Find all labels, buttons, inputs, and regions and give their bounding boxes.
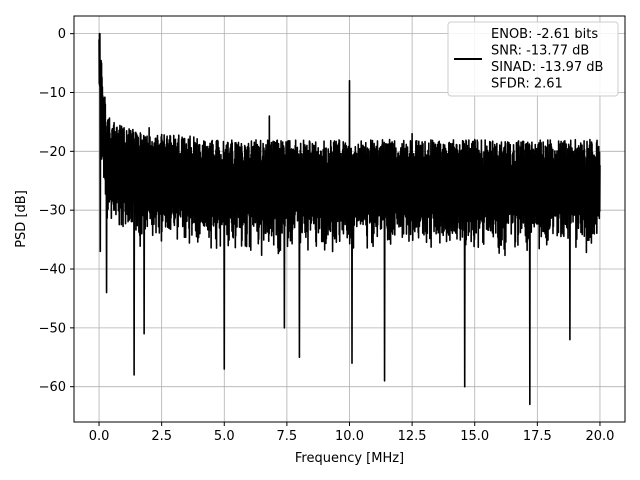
- y-tick-label: 0: [58, 27, 66, 42]
- series-line-psd: [98, 32, 601, 406]
- y-tick-label: −50: [39, 321, 66, 336]
- y-tick-label: −30: [39, 204, 66, 219]
- x-tick-label: 10.0: [335, 429, 364, 444]
- legend-sinad: SINAD: -13.97 dB: [491, 60, 603, 75]
- x-tick-label: 15.0: [460, 429, 489, 444]
- legend: ENOB: -2.61 bits SNR: -13.77 dB SINAD: -…: [447, 21, 619, 97]
- y-tick-label: −60: [39, 380, 66, 395]
- legend-box: [447, 21, 619, 97]
- legend-snr: SNR: -13.77 dB: [491, 44, 589, 59]
- y-tick-label: −40: [39, 263, 66, 278]
- x-axis-label: Frequency [MHz]: [295, 451, 404, 466]
- x-axis: 0.0 2.5 5.0 7.5 10.0 12.5 15.0 17.5 20.0: [89, 422, 614, 444]
- x-tick-label: 0.0: [89, 429, 110, 444]
- x-tick-label: 12.5: [398, 429, 427, 444]
- x-tick-label: 7.5: [277, 429, 298, 444]
- x-tick-label: 2.5: [151, 429, 172, 444]
- x-tick-label: 17.5: [523, 429, 552, 444]
- y-tick-label: −10: [39, 86, 66, 101]
- y-tick-label: −20: [39, 145, 66, 160]
- plot-area: [98, 32, 601, 406]
- x-tick-label: 5.0: [214, 429, 235, 444]
- legend-enob: ENOB: -2.61 bits: [491, 27, 598, 42]
- legend-sfdr: SFDR: 2.61: [491, 77, 563, 92]
- x-tick-label: 20.0: [585, 429, 614, 444]
- y-axis: 0 −10 −20 −30 −40 −50 −60: [39, 27, 74, 395]
- y-axis-label: PSD [dB]: [14, 190, 29, 248]
